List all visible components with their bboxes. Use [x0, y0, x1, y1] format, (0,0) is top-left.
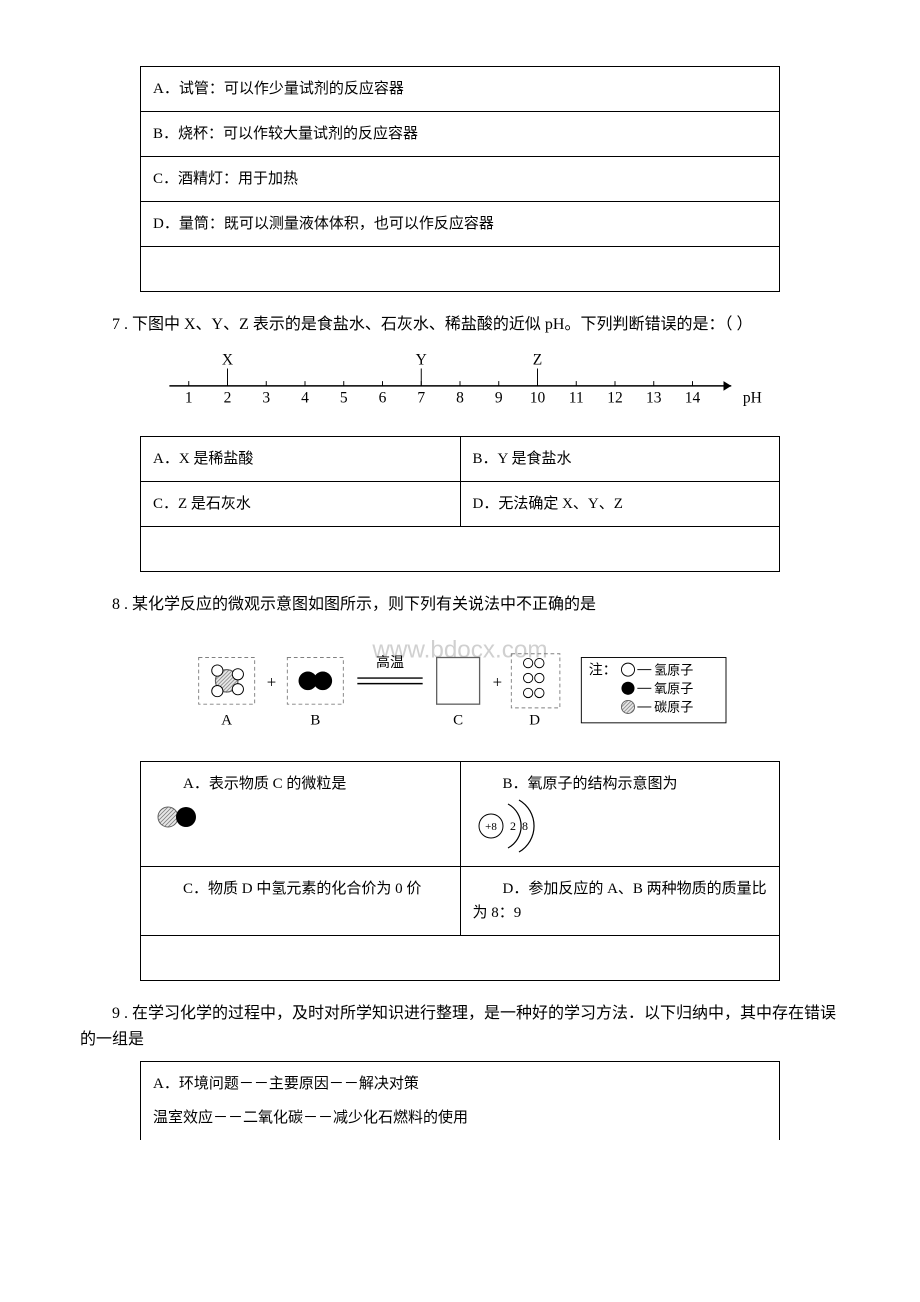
svg-text:8: 8	[456, 389, 464, 406]
svg-text:5: 5	[340, 389, 348, 406]
svg-text:B: B	[310, 712, 320, 728]
svg-text:Z: Z	[533, 351, 542, 368]
q7-option-c: C．Z 是石灰水	[141, 482, 461, 527]
q7-option-a: A．X 是稀盐酸	[141, 437, 461, 482]
svg-text:2: 2	[510, 819, 516, 833]
q9-a-line2: 温室效应－－二氧化碳－－减少化石燃料的使用	[153, 1106, 767, 1130]
q9-stem: 9 . 在学习化学的过程中，及时对所学知识进行整理，是一种好的学习方法．以下归纳…	[80, 1001, 840, 1052]
svg-text:A: A	[221, 712, 232, 728]
q8-option-b-text: B．氧原子的结构示意图为	[473, 772, 768, 796]
svg-text:13: 13	[646, 389, 662, 406]
svg-text:+: +	[267, 672, 276, 691]
q6-option-a: A．试管：可以作少量试剂的反应容器	[141, 67, 780, 112]
q9-a-line1: A．环境问题－－主要原因－－解决对策	[153, 1072, 767, 1096]
svg-text:2: 2	[224, 389, 232, 406]
svg-text:氧原子: 氧原子	[654, 681, 693, 696]
svg-text:Y: Y	[416, 351, 427, 368]
svg-text:1: 1	[185, 389, 193, 406]
q8-reaction-figure: www.bdocx.com + 高温 + A B C D	[80, 628, 840, 752]
q7-option-d: D．无法确定 X、Y、Z	[460, 482, 780, 527]
svg-text:9: 9	[495, 389, 503, 406]
reaction-svg: www.bdocx.com + 高温 + A B C D	[180, 628, 740, 743]
svg-text:10: 10	[530, 389, 546, 406]
q7-option-b: B．Y 是食盐水	[460, 437, 780, 482]
q6-option-b: B．烧杯：可以作较大量试剂的反应容器	[141, 112, 780, 157]
q9-options-table: A．环境问题－－主要原因－－解决对策 温室效应－－二氧化碳－－减少化石燃料的使用	[140, 1061, 780, 1140]
q8-option-c: C．物质 D 中氢元素的化合价为 0 价	[141, 867, 461, 936]
svg-text:3: 3	[262, 389, 270, 406]
q6-empty-row	[141, 247, 780, 292]
svg-text:4: 4	[301, 389, 309, 406]
q7-stem: 7 . 下图中 X、Y、Z 表示的是食盐水、石灰水、稀盐酸的近似 pH。下列判断…	[80, 312, 840, 338]
q7-ph-axis-figure: 1234567891011121314 pH XYZ	[80, 348, 840, 427]
svg-text:高温: 高温	[376, 654, 404, 671]
svg-text:X: X	[222, 351, 233, 368]
svg-text:D: D	[529, 712, 540, 728]
q8-options-table: A．表示物质 C 的微粒是 B．氧原子的结构示意图为	[140, 761, 780, 981]
svg-text:氢原子: 氢原子	[654, 662, 693, 677]
svg-text:+8: +8	[485, 821, 497, 833]
svg-text:14: 14	[685, 389, 701, 406]
q6-option-d: D．量筒：既可以测量液体体积，也可以作反应容器	[141, 202, 780, 247]
q9-option-a: A．环境问题－－主要原因－－解决对策 温室效应－－二氧化碳－－减少化石燃料的使用	[141, 1061, 780, 1140]
q7-empty-row	[141, 527, 780, 572]
q7-options-table: A．X 是稀盐酸 B．Y 是食盐水 C．Z 是石灰水 D．无法确定 X、Y、Z	[140, 436, 780, 572]
svg-text:11: 11	[569, 389, 584, 406]
svg-text:注：: 注：	[589, 662, 617, 678]
svg-text:C: C	[453, 712, 463, 728]
svg-text:碳原子: 碳原子	[654, 699, 693, 714]
q8-empty-row	[141, 936, 780, 981]
q8-option-b: B．氧原子的结构示意图为 +8 2 8	[460, 762, 780, 867]
svg-text:+: +	[493, 672, 502, 691]
svg-text:8: 8	[522, 819, 528, 833]
oxygen-atom-structure-icon: +8 2 8	[473, 796, 563, 856]
svg-text:12: 12	[607, 389, 623, 406]
svg-text:pH: pH	[743, 389, 762, 406]
q6-option-c: C．酒精灯：用于加热	[141, 157, 780, 202]
q8-stem: 8 . 某化学反应的微观示意图如图所示，则下列有关说法中不正确的是	[80, 592, 840, 618]
q8-option-a: A．表示物质 C 的微粒是	[141, 762, 461, 867]
svg-text:7: 7	[417, 389, 425, 406]
co-molecule-icon	[153, 802, 203, 832]
q8-option-a-text: A．表示物质 C 的微粒是	[153, 772, 448, 796]
svg-text:6: 6	[379, 389, 387, 406]
ph-axis-svg: 1234567891011121314 pH XYZ	[150, 348, 770, 418]
q8-option-d: D．参加反应的 A、B 两种物质的质量比为 8：9	[460, 867, 780, 936]
q6-options-table: A．试管：可以作少量试剂的反应容器 B．烧杯：可以作较大量试剂的反应容器 C．酒…	[140, 66, 780, 292]
